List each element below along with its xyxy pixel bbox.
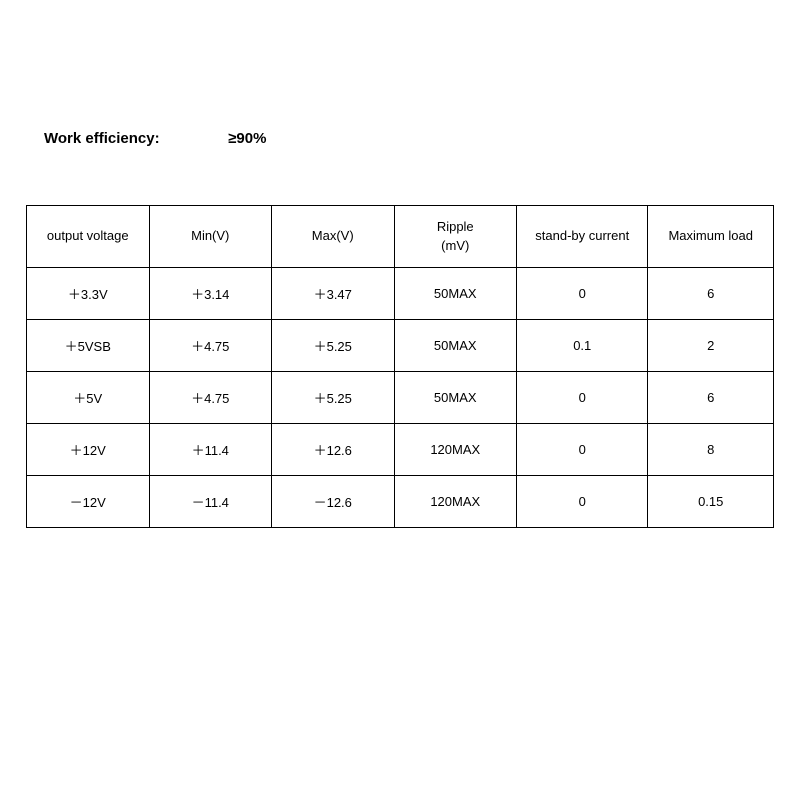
cell-min-v: －11.4 [149,476,272,528]
col-header-max-load: Maximum load [648,206,774,268]
cell-max-load: 0.15 [648,476,774,528]
cell-standby: 0.1 [517,320,648,372]
table-header-row: output voltage Min(V) Max(V) Ripple(mV) … [27,206,774,268]
table-row: ＋12V ＋11.4 ＋12.6 120MAX 0 8 [27,424,774,476]
cell-max-v: ＋3.47 [272,268,395,320]
cell-ripple: 120MAX [394,424,517,476]
spec-table: output voltage Min(V) Max(V) Ripple(mV) … [26,205,774,528]
col-header-ripple: Ripple(mV) [394,206,517,268]
table-row: ＋3.3V ＋3.14 ＋3.47 50MAX 0 6 [27,268,774,320]
cell-max-load: 8 [648,424,774,476]
cell-output-voltage: ＋12V [27,424,150,476]
cell-min-v: ＋4.75 [149,372,272,424]
cell-max-load: 6 [648,372,774,424]
efficiency-value: ≥90% [228,130,266,147]
cell-standby: 0 [517,424,648,476]
efficiency-label: Work efficiency: [44,130,224,147]
cell-ripple: 50MAX [394,320,517,372]
cell-max-load: 2 [648,320,774,372]
cell-ripple: 50MAX [394,268,517,320]
table-row: －12V －11.4 －12.6 120MAX 0 0.15 [27,476,774,528]
cell-standby: 0 [517,476,648,528]
cell-min-v: ＋3.14 [149,268,272,320]
cell-output-voltage: ＋3.3V [27,268,150,320]
col-header-min-v: Min(V) [149,206,272,268]
cell-max-v: ＋5.25 [272,320,395,372]
cell-ripple: 120MAX [394,476,517,528]
cell-output-voltage: ＋5VSB [27,320,150,372]
col-header-max-v: Max(V) [272,206,395,268]
col-header-standby-current: stand-by current [517,206,648,268]
efficiency-line: Work efficiency: ≥90% [26,130,774,147]
cell-max-v: ＋5.25 [272,372,395,424]
cell-max-load: 6 [648,268,774,320]
cell-output-voltage: －12V [27,476,150,528]
col-header-output-voltage: output voltage [27,206,150,268]
cell-ripple: 50MAX [394,372,517,424]
table-row: ＋5VSB ＋4.75 ＋5.25 50MAX 0.1 2 [27,320,774,372]
cell-standby: 0 [517,372,648,424]
cell-standby: 0 [517,268,648,320]
cell-min-v: ＋4.75 [149,320,272,372]
cell-max-v: ＋12.6 [272,424,395,476]
cell-min-v: ＋11.4 [149,424,272,476]
cell-output-voltage: ＋5V [27,372,150,424]
table-row: ＋5V ＋4.75 ＋5.25 50MAX 0 6 [27,372,774,424]
cell-max-v: －12.6 [272,476,395,528]
